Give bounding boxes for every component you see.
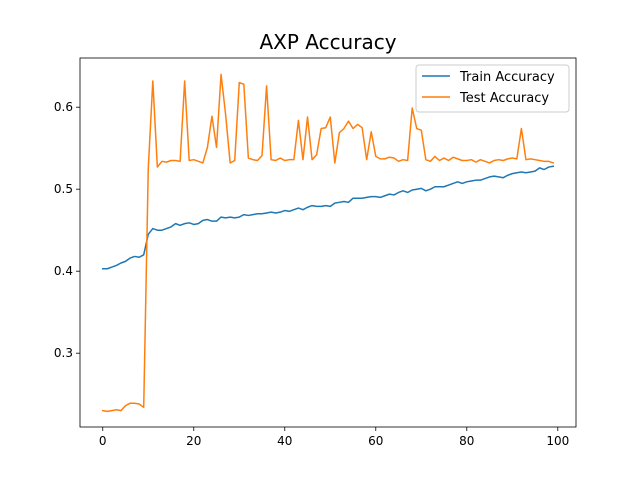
axes: 0 20 40 60 80 100 0.3 0.4 0.5 0.6 xyxy=(54,57,577,448)
chart-title: AXP Accuracy xyxy=(259,30,396,54)
x-tick-label: 100 xyxy=(546,434,569,448)
x-tick-label: 80 xyxy=(459,434,474,448)
legend-label-1: Train Accuracy xyxy=(459,70,555,85)
axes-frame xyxy=(79,57,577,428)
y-tick-label: 0.4 xyxy=(54,264,73,278)
x-tick-label: 40 xyxy=(277,434,292,448)
x-tick-label: 0 xyxy=(99,434,107,448)
y-tick-label: 0.6 xyxy=(54,100,73,114)
series-line-test-accuracy xyxy=(101,73,555,413)
x-tick-label: 60 xyxy=(368,434,383,448)
series-line-train-accuracy xyxy=(102,165,555,270)
plot-area xyxy=(101,73,555,413)
x-tick-label: 20 xyxy=(186,434,201,448)
y-tick-label: 0.5 xyxy=(54,182,73,196)
y-tick-label: 0.3 xyxy=(54,346,73,360)
legend: Train Accuracy Test Accuracy xyxy=(415,64,570,113)
legend-label-2: Test Accuracy xyxy=(459,91,549,106)
legend-box xyxy=(415,64,570,113)
